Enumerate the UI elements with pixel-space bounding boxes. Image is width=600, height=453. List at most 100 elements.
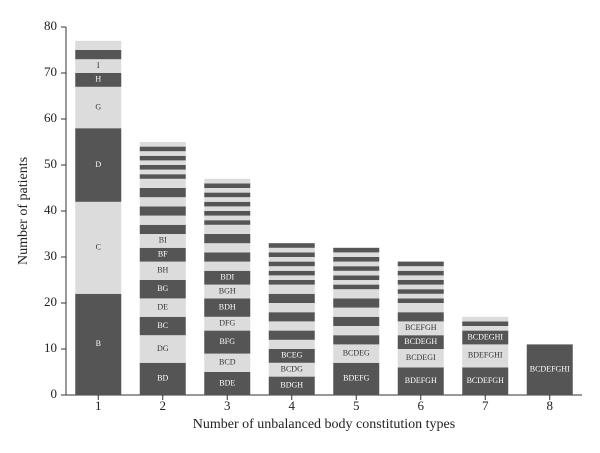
bar-segment bbox=[268, 266, 315, 271]
bar-segment bbox=[462, 321, 509, 326]
bar-segment bbox=[333, 257, 380, 262]
segment-label: BCDEGHI bbox=[467, 332, 503, 341]
bar-segment bbox=[268, 303, 315, 313]
bar-segment bbox=[333, 289, 380, 299]
bar-segment bbox=[397, 349, 444, 368]
bar-segment bbox=[268, 280, 315, 285]
bar-segment bbox=[268, 247, 315, 253]
bar-segment bbox=[204, 220, 251, 225]
segment-label: BCDG bbox=[281, 365, 303, 374]
bar-segment bbox=[139, 280, 186, 299]
bar-segment bbox=[139, 215, 186, 225]
bar-segment bbox=[204, 243, 251, 253]
segment-label: BDI bbox=[220, 273, 234, 282]
y-tick-label: 80 bbox=[44, 18, 57, 33]
bar-segment bbox=[333, 280, 380, 285]
bar-segment bbox=[139, 174, 186, 179]
bar-segment bbox=[462, 367, 509, 395]
bar-segment bbox=[333, 335, 380, 345]
y-tick-label: 20 bbox=[44, 294, 57, 309]
bar-segment bbox=[204, 224, 251, 234]
bar-segment bbox=[204, 298, 251, 317]
bar-segment bbox=[139, 206, 186, 216]
bar-segment bbox=[139, 298, 186, 317]
bar-segment bbox=[268, 321, 315, 331]
bar-segment bbox=[333, 284, 380, 290]
bar-segment bbox=[268, 330, 315, 340]
bar-segment bbox=[204, 353, 251, 372]
x-tick-label: 8 bbox=[547, 398, 554, 413]
bar-segment bbox=[75, 86, 122, 129]
segment-label: G bbox=[95, 102, 101, 111]
bar-segment bbox=[204, 201, 251, 207]
bar-segment bbox=[204, 211, 251, 216]
bar-segment bbox=[268, 339, 315, 349]
segment-label: BF bbox=[158, 250, 168, 259]
segment-label: BD bbox=[157, 374, 168, 383]
bar-segment bbox=[139, 197, 186, 207]
bar-segment bbox=[139, 155, 186, 161]
segment-label: DE bbox=[157, 302, 168, 311]
segment-label: BDGH bbox=[280, 381, 303, 390]
bar-segment bbox=[204, 252, 251, 262]
bar-segment bbox=[397, 289, 444, 294]
bar-segment bbox=[139, 224, 186, 234]
bar-segment bbox=[268, 243, 315, 248]
bar-segment bbox=[139, 362, 186, 395]
bar-segment bbox=[139, 316, 186, 336]
x-tick-label: 4 bbox=[289, 398, 296, 413]
bar-segment bbox=[75, 128, 122, 202]
bar-segment bbox=[204, 206, 251, 211]
bar-segment bbox=[462, 316, 509, 322]
bar-segment bbox=[268, 376, 315, 395]
bar-segment bbox=[204, 234, 251, 244]
bar-segment bbox=[75, 40, 122, 50]
segment-label: BDEFGHI bbox=[468, 351, 503, 360]
segment-label: B bbox=[96, 339, 101, 348]
segment-label: BI bbox=[159, 236, 167, 245]
x-axis-label: Number of unbalanced body constitution t… bbox=[193, 417, 455, 432]
bar-segment bbox=[139, 146, 186, 152]
bar-segment bbox=[204, 183, 251, 188]
bar-segment bbox=[268, 275, 315, 280]
segment-label: BGH bbox=[219, 286, 236, 295]
y-tick-label: 10 bbox=[44, 340, 57, 355]
segment-label: BCDEGI bbox=[406, 353, 436, 362]
bar-segment bbox=[139, 151, 186, 156]
bar-segment bbox=[397, 312, 444, 322]
segment-label: BC bbox=[157, 321, 168, 330]
segment-label: BFG bbox=[219, 337, 235, 346]
bar-segment bbox=[268, 284, 315, 294]
bar-segment bbox=[333, 270, 380, 276]
bar-segment bbox=[139, 247, 186, 262]
bar-segment bbox=[75, 59, 122, 73]
bar-segment bbox=[268, 312, 315, 322]
segment-label: DG bbox=[157, 344, 169, 353]
bar-segment bbox=[204, 270, 251, 285]
y-tick-label: 40 bbox=[44, 202, 57, 217]
segment-label: BDH bbox=[219, 302, 236, 311]
bar-segment bbox=[397, 284, 444, 290]
bar-segment bbox=[268, 261, 315, 267]
bar-segment bbox=[462, 330, 509, 345]
bar-segment bbox=[397, 367, 444, 395]
bar-segment bbox=[462, 344, 509, 368]
segment-label: DFG bbox=[219, 319, 235, 328]
bar-segment bbox=[139, 261, 186, 280]
y-tick-label: 50 bbox=[44, 156, 57, 171]
segment-label: BCDEG bbox=[343, 348, 370, 357]
bar-segment bbox=[75, 73, 122, 87]
bar-segment bbox=[204, 192, 251, 198]
segment-label: D bbox=[95, 160, 101, 169]
bar-segment bbox=[397, 293, 444, 299]
segment-label: BDEFGH bbox=[405, 376, 437, 385]
bar-segment bbox=[397, 280, 444, 285]
bar-segment bbox=[462, 326, 509, 331]
segment-label: BDE bbox=[219, 378, 235, 387]
segment-label: BH bbox=[157, 266, 168, 275]
bar-segment bbox=[397, 321, 444, 336]
bar-segment bbox=[204, 215, 251, 221]
bar-segment bbox=[333, 307, 380, 317]
bar-segment bbox=[397, 303, 444, 313]
